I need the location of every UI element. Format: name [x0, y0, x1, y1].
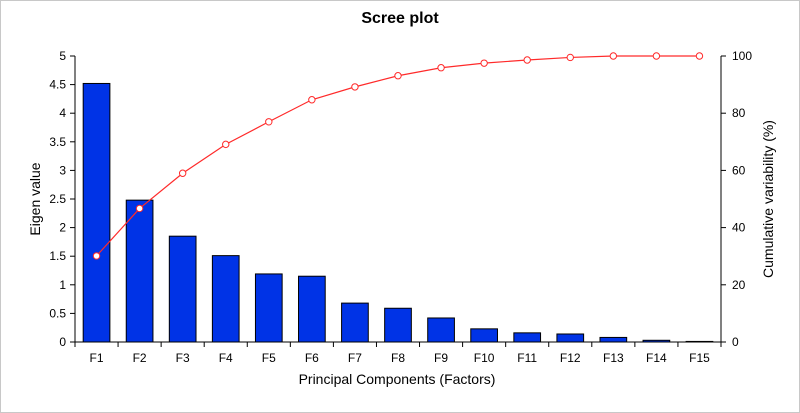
- x-tick-label: F7: [348, 351, 362, 365]
- y-tick-label: 2.5: [49, 192, 66, 206]
- y-tick-label: 5: [59, 49, 66, 63]
- y2-tick-label: 40: [732, 221, 746, 235]
- cumulative-point: [437, 64, 445, 72]
- y-tick-label: 4.5: [49, 78, 66, 92]
- cumulative-point: [652, 52, 661, 60]
- eigenvalue-bar: [82, 82, 111, 343]
- cumulative-point: [566, 53, 574, 62]
- x-tick-label: F15: [689, 351, 710, 365]
- y-tick-label: 4: [59, 106, 66, 120]
- eigenvalue-bar: [341, 302, 369, 343]
- x-tick-label: F13: [603, 351, 624, 365]
- y-tick-label: 3.5: [49, 135, 66, 149]
- x-tick-label: F2: [133, 351, 147, 365]
- y2-axis-label: Cumulative variability (%): [760, 120, 776, 278]
- y2-tick-label: 80: [732, 106, 746, 120]
- y-tick-label: 3: [59, 163, 66, 177]
- y2-tick-label: 60: [732, 163, 746, 177]
- cumulative-point: [265, 118, 273, 126]
- eigenvalue-bar: [470, 328, 498, 343]
- x-tick-label: F12: [560, 351, 581, 365]
- y2-tick-label: 20: [732, 278, 746, 292]
- x-tick-label: F9: [434, 351, 448, 365]
- eigenvalue-bar: [298, 275, 326, 343]
- cumulative-point: [178, 169, 187, 177]
- cumulative-point: [609, 52, 618, 60]
- x-tick-label: F3: [176, 351, 190, 365]
- eigenvalue-bar: [556, 333, 585, 343]
- y2-tick-label: 0: [732, 335, 739, 349]
- x-tick-label: F4: [219, 351, 233, 365]
- x-tick-label: F14: [646, 351, 667, 365]
- eigenvalue-bar: [125, 199, 154, 343]
- y2-tick-label: 100: [732, 49, 752, 63]
- cumulative-point: [308, 96, 316, 104]
- y-tick-label: 0: [59, 335, 66, 349]
- x-axis-label: Principal Components (Factors): [299, 371, 496, 387]
- cumulative-line: [96, 55, 700, 257]
- cumulative-point: [480, 59, 488, 67]
- y-tick-label: 1.5: [49, 249, 66, 263]
- cumulative-point: [523, 56, 531, 64]
- eigenvalue-bar: [685, 340, 714, 343]
- eigenvalue-bar: [254, 273, 283, 343]
- y-tick-label: 1: [59, 278, 66, 292]
- x-tick-label: F1: [90, 351, 104, 365]
- x-tick-label: F6: [305, 351, 319, 365]
- eigenvalue-bar: [427, 317, 455, 343]
- eigenvalue-bar: [642, 339, 671, 343]
- eigenvalue-bar: [599, 336, 628, 343]
- x-tick-label: F8: [391, 351, 405, 365]
- y-tick-label: 0.5: [49, 306, 66, 320]
- y-tick-label: 2: [59, 221, 66, 235]
- eigenvalue-bar: [384, 307, 412, 343]
- y-axis-label: Eigen value: [27, 162, 43, 235]
- eigenvalue-bar: [513, 332, 542, 343]
- cumulative-point: [394, 72, 402, 80]
- x-tick-label: F10: [474, 351, 495, 365]
- eigenvalue-bar: [168, 235, 197, 343]
- x-tick-label: F5: [262, 351, 276, 365]
- cumulative-point: [695, 52, 704, 60]
- cumulative-point: [351, 83, 359, 91]
- chart-title: Scree plot: [361, 10, 439, 27]
- cumulative-point: [92, 252, 101, 260]
- cumulative-point: [222, 140, 230, 149]
- eigenvalue-bar: [211, 255, 240, 343]
- x-tick-label: F11: [517, 351, 537, 365]
- cumulative-point: [135, 204, 144, 213]
